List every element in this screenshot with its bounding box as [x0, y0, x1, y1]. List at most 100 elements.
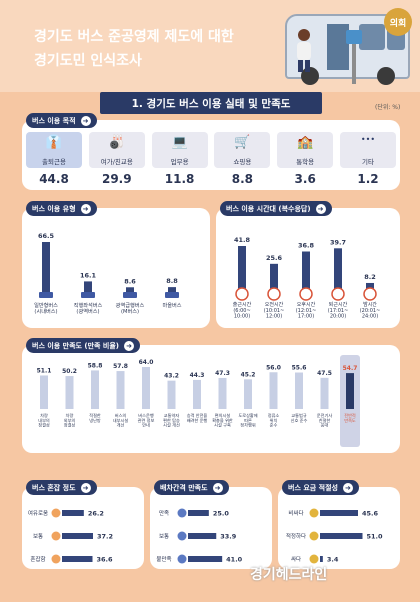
arrow-right-icon: ➜: [80, 203, 91, 214]
time-tag: 버스 이용 시간대 (복수응답) ➜: [220, 201, 332, 216]
fare-title: 버스 요금 적절성: [288, 483, 338, 492]
shopping-cart-icon: 🛒: [234, 135, 251, 150]
hbar-value: 3.4: [327, 556, 339, 564]
purpose-value: 8.8: [231, 172, 254, 186]
interval-title: 배차간격 만족도: [160, 483, 208, 492]
purpose-card: 💻 업무용: [151, 132, 208, 168]
satisfaction-bar: [193, 379, 201, 409]
satisfaction-value: 51.1: [37, 367, 52, 374]
hbar-value: 26.2: [88, 510, 104, 518]
hbar: [320, 510, 358, 516]
hbar-category: 만족: [159, 509, 169, 517]
satisfaction-bar: [65, 376, 74, 409]
fare-chart: 비싸다 45.6 적정하다 51.0 싸다 3.4: [286, 508, 383, 564]
purpose-value: 1.2: [357, 172, 379, 186]
purpose-label: 업무용: [170, 158, 189, 166]
purpose-card: 👔 출퇴근용: [26, 132, 82, 168]
interval-chart: 만족 25.0 보통 33.9 불만족 41.0: [156, 508, 243, 564]
type-value: 16.1: [80, 271, 97, 279]
hbar-category: 혼잡함: [30, 555, 45, 563]
type-category: 광역급행버스 (M버스): [116, 301, 145, 315]
time-value: 25.6: [266, 254, 283, 262]
satisfaction-value: 54.7: [343, 365, 358, 372]
type-category: 일반형버스 (시내버스): [34, 301, 58, 315]
type-value: 8.6: [124, 277, 136, 285]
time-value: 36.8: [298, 242, 315, 250]
hbar-value: 45.6: [362, 510, 379, 518]
satisfaction-category: 승객 안전을 배려한 운행: [187, 412, 208, 424]
time-category: 출근시간 (6:00~ 10:00): [233, 301, 252, 320]
purpose-card: 🎳 여가/친교용: [88, 132, 145, 168]
satisfaction-category: 운전기사 친절한 응대: [317, 412, 333, 429]
satisfaction-category: 차량 외부의 청결성: [64, 412, 76, 428]
satisfaction-value: 57.8: [113, 363, 128, 370]
satisfaction-category: 적절한 냉난방: [89, 412, 101, 423]
type-bar: [84, 281, 92, 294]
type-category: 마을버스: [162, 301, 181, 309]
arrow-right-icon: ➜: [80, 115, 91, 126]
purpose-value: 44.8: [39, 172, 69, 186]
purpose-label: 통학용: [296, 158, 315, 166]
hbar-value: 41.0: [226, 556, 243, 564]
purpose-label: 쇼핑용: [233, 158, 252, 166]
satisfaction-category: 버스의 내부시설 개선: [113, 412, 129, 429]
arrow-right-icon: ➜: [80, 482, 91, 493]
time-value: 39.7: [330, 238, 346, 246]
purpose-card: 🛒 쇼핑용: [214, 132, 271, 168]
satisfaction-chart: 51.1 차량 내부의 청결성 50.2 차량 외부의 청결성 58.8 적절한 냉난방 57.8 버스…: [37, 355, 360, 447]
people-icon: [51, 508, 61, 518]
time-value: 8.2: [364, 273, 376, 281]
satisfaction-value: 45.2: [241, 371, 256, 378]
purpose-value: 29.9: [101, 172, 132, 186]
satisfaction-category: 교통법규 신호 준수: [291, 412, 308, 424]
assembly-seal-logo: 의회: [384, 8, 412, 36]
satisfaction-bar: [320, 377, 329, 409]
purpose-cards: 👔 출퇴근용 44.8 🎳 여가/친교용 29.9 💻 업무용 11.8 🛒 쇼핑용 8.8 🏫 통학용 3…: [26, 132, 396, 190]
time-category: 오전시간 (10:01~ 12:00): [264, 301, 285, 320]
purpose-label: 여가/친교용: [100, 158, 133, 166]
satisfaction-bar: [269, 372, 278, 409]
satisfaction-value: 56.0: [266, 364, 281, 371]
satisfaction-bar: [91, 370, 99, 409]
type-title: 버스 이용 유형: [32, 204, 76, 213]
clock-icon: [331, 287, 345, 301]
time-bar: [302, 251, 310, 292]
type-chart: 66.5 일반형버스 (시내버스) 16.1 직행좌석버스 (광역버스) 8.6 광역급행버스…: [34, 232, 182, 315]
satisfaction-bar: [167, 380, 176, 409]
hbar: [188, 556, 223, 562]
satisfaction-value: 44.3: [190, 372, 205, 379]
satisfaction-value: 64.0: [139, 359, 154, 366]
congestion-panel: [22, 487, 144, 569]
people-icon: [51, 531, 61, 541]
purpose-title: 버스 이용 목적: [32, 116, 76, 125]
satisfaction-value: 47.5: [317, 370, 332, 377]
people-icon: [51, 554, 61, 564]
satisfaction-title: 버스 이용 만족도 (만족 비율): [32, 341, 119, 350]
type-tag: 버스 이용 유형 ➜: [26, 201, 97, 216]
hbar-value: 36.6: [97, 556, 114, 564]
coins-icon: [309, 554, 319, 564]
hbar: [62, 510, 84, 516]
satisfaction-bar: [218, 377, 227, 409]
arrow-right-icon: ➜: [212, 482, 223, 493]
bus-stop-pole: [352, 40, 356, 84]
timer-icon: [177, 554, 187, 564]
purpose-value: 3.6: [294, 172, 316, 186]
hbar: [320, 533, 363, 539]
coins-icon: [309, 531, 319, 541]
satisfaction-bar: [295, 372, 303, 409]
congestion-tag: 버스 혼잡 정도 ➜: [26, 480, 97, 495]
satisfaction-tag: 버스 이용 만족도 (만족 비율) ➜: [26, 338, 140, 353]
hbar: [320, 556, 323, 562]
hbar-category: 불만족: [156, 555, 171, 563]
satisfaction-value: 55.6: [292, 365, 307, 372]
hbar: [62, 556, 93, 562]
hbar-category: 싸다: [291, 555, 301, 563]
purpose-label: 기타: [362, 158, 374, 166]
purpose-card: ••• 기타: [340, 132, 396, 168]
hbar-category: 비싸다: [288, 509, 303, 517]
satisfaction-bar: [244, 379, 252, 409]
hbar-category: 보통: [159, 533, 169, 540]
satisfaction-value: 50.2: [62, 368, 77, 375]
type-value: 8.8: [166, 277, 178, 285]
